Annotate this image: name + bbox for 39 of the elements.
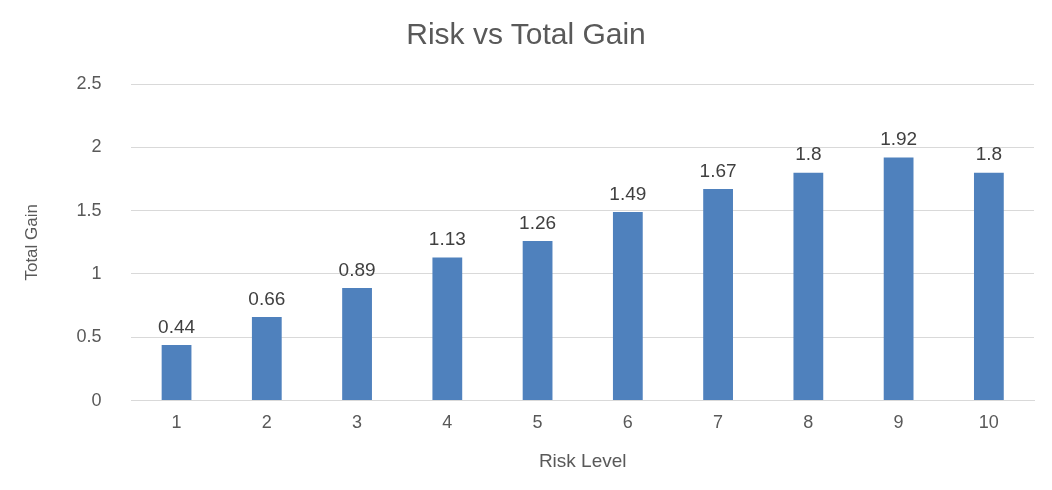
chart-title: Risk vs Total Gain bbox=[406, 17, 646, 51]
x-tick-label: 10 bbox=[978, 412, 999, 433]
bar bbox=[251, 317, 282, 401]
y-tick-label: 1 bbox=[91, 262, 102, 283]
bar bbox=[612, 211, 643, 401]
data-label: 1.8 bbox=[975, 143, 1003, 165]
bar bbox=[161, 344, 192, 401]
bar bbox=[522, 241, 553, 401]
data-label: 1.67 bbox=[699, 159, 737, 181]
bar bbox=[883, 157, 914, 401]
data-label: 0.89 bbox=[338, 258, 376, 280]
x-tick-label: 6 bbox=[622, 412, 633, 433]
y-tick-label: 1.5 bbox=[76, 199, 102, 220]
bar bbox=[793, 172, 824, 401]
data-label: 0.44 bbox=[158, 315, 196, 337]
data-label: 1.26 bbox=[519, 211, 557, 233]
x-axis-title: Risk Level bbox=[538, 449, 627, 471]
bar bbox=[973, 172, 1004, 401]
bar bbox=[703, 189, 733, 401]
x-tick-label: 3 bbox=[352, 412, 363, 433]
x-tick-label: 5 bbox=[532, 412, 543, 433]
y-tick-label: 2 bbox=[91, 136, 102, 157]
bar bbox=[342, 287, 372, 401]
x-tick-label: 4 bbox=[442, 412, 453, 433]
data-label: 0.66 bbox=[248, 287, 286, 309]
y-tick-label: 0.5 bbox=[76, 326, 102, 347]
x-tick-label: 9 bbox=[893, 412, 904, 433]
x-tick-label: 2 bbox=[261, 412, 272, 433]
x-tick-label: 1 bbox=[171, 412, 182, 433]
y-axis-title: Total Gain bbox=[21, 204, 41, 281]
bar bbox=[432, 257, 463, 401]
data-label: 1.49 bbox=[609, 182, 647, 204]
y-tick-label: 0 bbox=[91, 389, 102, 410]
data-label: 1.13 bbox=[428, 228, 466, 250]
y-tick-label: 2.5 bbox=[76, 72, 102, 93]
data-label: 1.92 bbox=[880, 128, 918, 150]
data-label: 1.8 bbox=[795, 143, 822, 165]
x-tick-label: 7 bbox=[713, 412, 724, 433]
x-tick-label: 8 bbox=[803, 412, 814, 433]
